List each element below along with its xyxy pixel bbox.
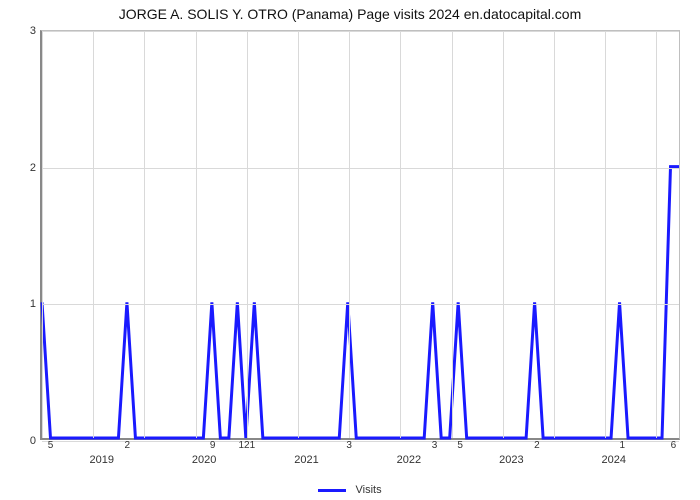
gridline-vertical	[196, 31, 197, 438]
x-tick-label: 3	[432, 440, 438, 451]
x-tick-label: 121	[238, 440, 255, 451]
gridline-vertical	[247, 31, 248, 438]
x-tick-label: 1	[619, 440, 625, 451]
legend-swatch	[318, 489, 346, 492]
y-tick-label: 3	[30, 25, 36, 37]
gridline-vertical	[144, 31, 145, 438]
gridline-horizontal	[42, 441, 679, 442]
chart-container: { "chart": { "type": "line", "title": "J…	[0, 0, 700, 500]
x-tick-label: 2	[534, 440, 540, 451]
gridline-vertical	[554, 31, 555, 438]
x-year-label: 2019	[89, 454, 113, 466]
y-tick-label: 1	[30, 298, 36, 310]
gridline-vertical	[93, 31, 94, 438]
legend: Visits	[0, 484, 700, 496]
gridline-vertical	[400, 31, 401, 438]
gridline-vertical	[605, 31, 606, 438]
x-year-label: 2020	[192, 454, 216, 466]
x-tick-label: 5	[457, 440, 463, 451]
x-tick-label: 2	[125, 440, 131, 451]
x-year-label: 2022	[397, 454, 421, 466]
chart-title: JORGE A. SOLIS Y. OTRO (Panama) Page vis…	[0, 6, 700, 22]
gridline-horizontal	[42, 304, 679, 305]
gridline-vertical	[298, 31, 299, 438]
x-year-label: 2023	[499, 454, 523, 466]
y-tick-label: 0	[30, 435, 36, 447]
x-year-label: 2021	[294, 454, 318, 466]
gridline-vertical	[349, 31, 350, 438]
gridline-horizontal	[42, 31, 679, 32]
gridline-vertical	[656, 31, 657, 438]
line-series	[42, 31, 679, 438]
legend-label: Visits	[355, 484, 381, 496]
x-tick-label: 6	[671, 440, 677, 451]
gridline-vertical	[452, 31, 453, 438]
gridline-horizontal	[42, 168, 679, 169]
x-tick-label: 9	[210, 440, 216, 451]
y-tick-label: 2	[30, 162, 36, 174]
gridline-vertical	[503, 31, 504, 438]
gridline-vertical	[42, 31, 43, 438]
x-year-label: 2024	[601, 454, 625, 466]
x-tick-label: 3	[346, 440, 352, 451]
plot-area: 0123529121335216201920202021202220232024	[40, 30, 680, 440]
x-tick-label: 5	[48, 440, 54, 451]
